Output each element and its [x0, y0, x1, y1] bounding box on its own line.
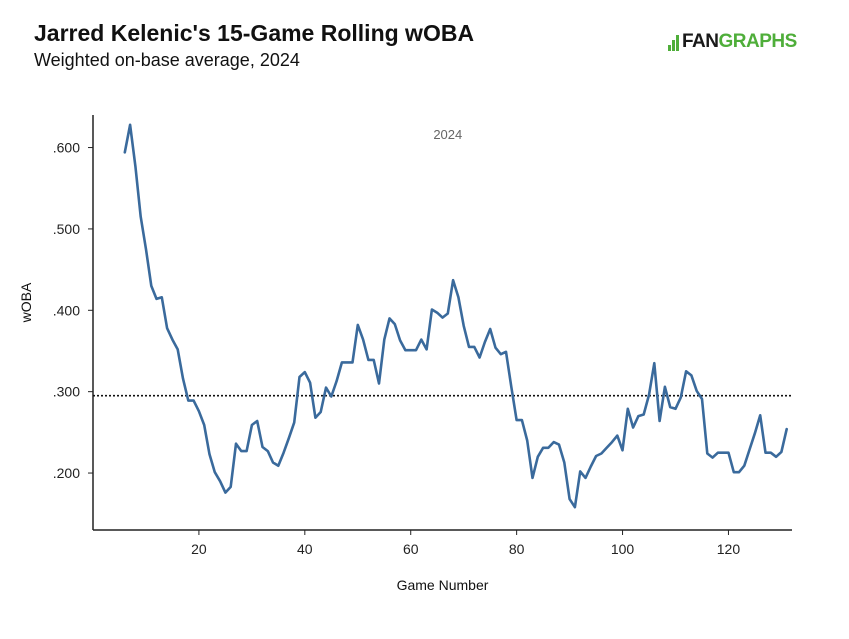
x-tick-label: 120 — [717, 541, 741, 557]
y-tick-label: .300 — [53, 384, 80, 400]
axes — [88, 115, 792, 535]
x-tick-label: 40 — [297, 541, 313, 557]
chart-title: Jarred Kelenic's 15-Game Rolling wOBA — [34, 20, 475, 46]
label-group: .200 .300 .400 .500 .600 20 40 60 80 100 120 Game N… — [18, 127, 740, 593]
chart-subtitle: Weighted on-base average, 2024 — [34, 50, 300, 70]
y-tick-label: .500 — [53, 221, 80, 237]
y-tick-label: .400 — [53, 302, 80, 318]
x-tick-label: 100 — [611, 541, 635, 557]
logo-prefix: FAN — [682, 31, 719, 52]
x-axis-title: Game Number — [397, 577, 489, 593]
logo-suffix: GRAPHS — [718, 31, 798, 52]
x-tick-label: 20 — [191, 541, 207, 557]
rolling-woba-line — [123, 123, 789, 509]
y-axis-title: wOBA — [18, 282, 34, 323]
series-group — [123, 123, 789, 509]
bars-icon — [668, 33, 680, 51]
y-tick-label: .600 — [53, 140, 80, 156]
x-tick-label: 80 — [509, 541, 525, 557]
fangraphs-logo: FAN GRAPHS — [668, 31, 797, 53]
year-annotation: 2024 — [433, 127, 462, 142]
y-tick-label: .200 — [53, 465, 80, 481]
x-tick-label: 60 — [403, 541, 419, 557]
